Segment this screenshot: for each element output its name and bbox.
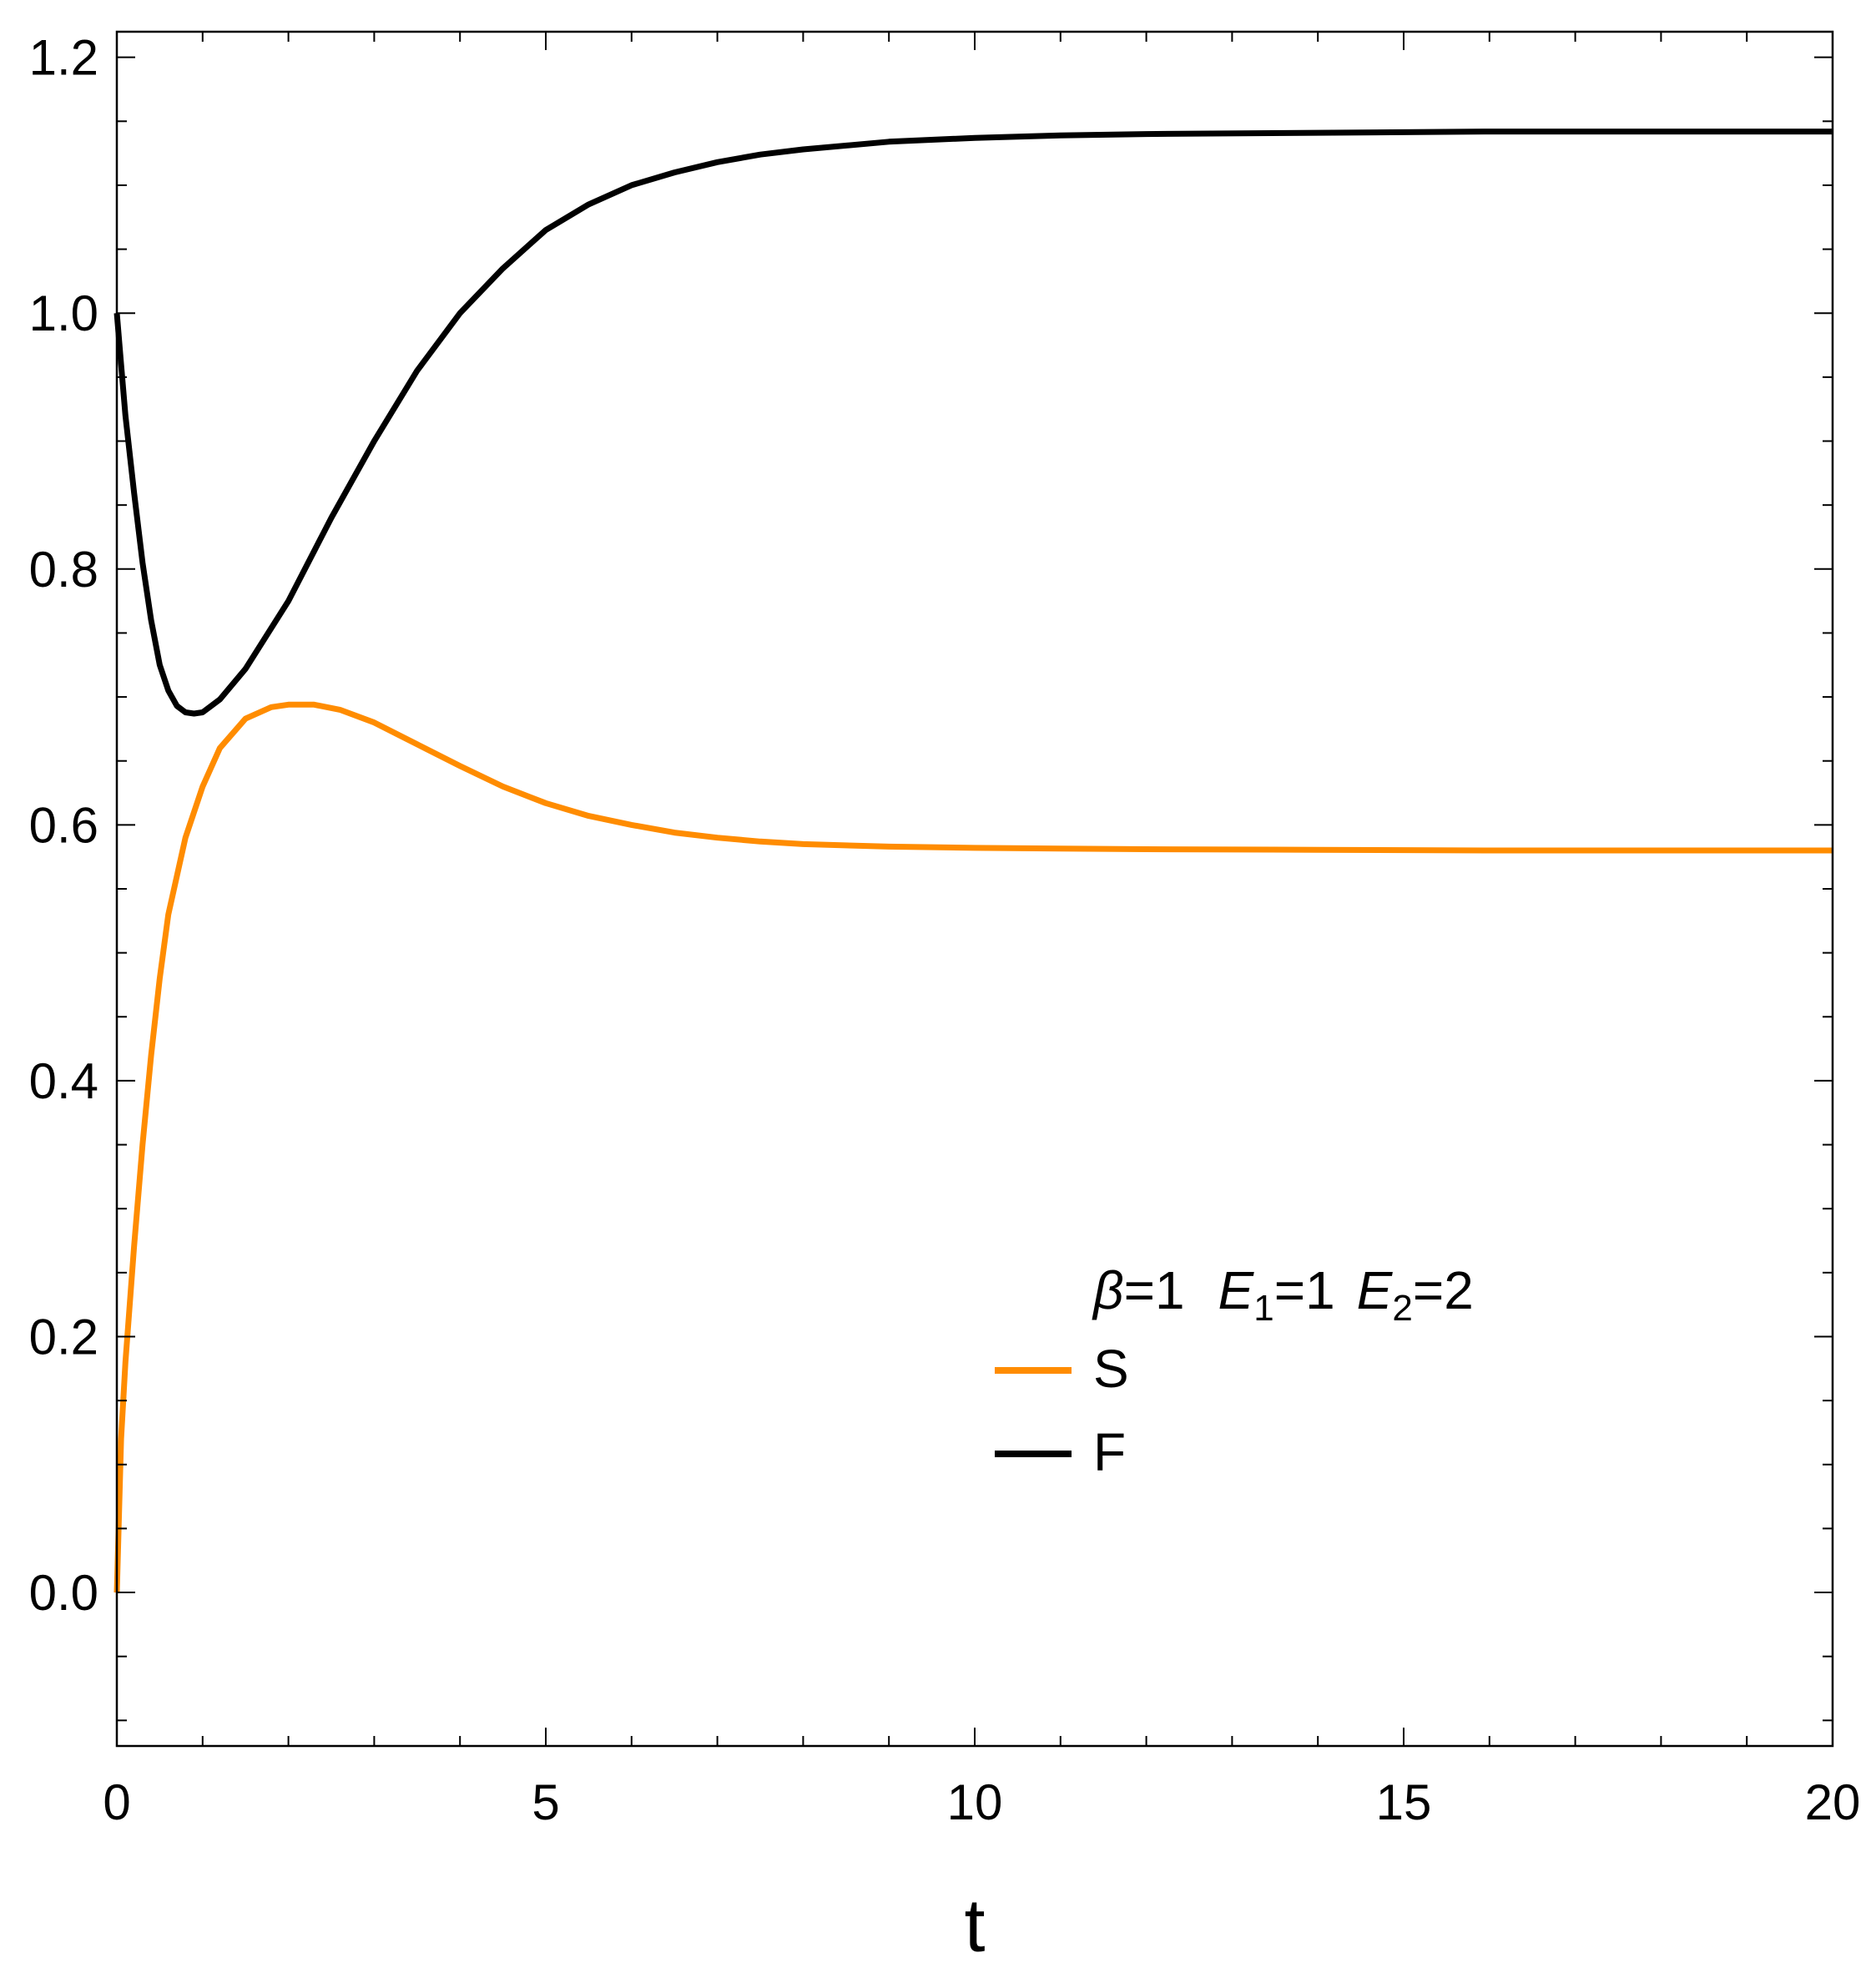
x-tick-label: 5 — [532, 1774, 559, 1830]
y-tick-label: 1.0 — [29, 285, 98, 341]
ticks-layer — [116, 32, 1833, 1746]
legend-title: β=1 E1=1 E2=2 — [1092, 1260, 1474, 1329]
legend-beta-symbol: β — [1092, 1260, 1124, 1320]
series-line-s — [113, 701, 1833, 1593]
y-tick-label: 1.2 — [29, 30, 98, 86]
legend-e2-symbol: E — [1357, 1260, 1394, 1320]
legend-e1-symbol: E — [1218, 1260, 1255, 1320]
legend-label-s: S — [1093, 1339, 1129, 1399]
legend-e1-subscript: 1 — [1253, 1288, 1273, 1329]
series-layer — [113, 129, 1833, 1593]
series-line-f — [113, 129, 1833, 717]
x-tick-label: 20 — [1805, 1774, 1861, 1830]
legend-e2-value: =2 — [1413, 1260, 1474, 1320]
x-tick-label: 0 — [103, 1774, 130, 1830]
legend: β=1 E1=1 E2=2 S F — [995, 1260, 1474, 1482]
legend-e2-subscript: 2 — [1392, 1288, 1412, 1329]
x-tick-label: 15 — [1376, 1774, 1432, 1830]
y-tick-label: 0.8 — [29, 542, 98, 598]
legend-label-f: F — [1093, 1422, 1126, 1482]
x-tick-label: 10 — [947, 1774, 1003, 1830]
y-tick-label: 0.6 — [29, 797, 98, 853]
y-tick-label: 0.2 — [29, 1309, 98, 1365]
y-tick-label: 0.0 — [29, 1565, 98, 1621]
x-axis-title: t — [964, 1885, 985, 1968]
y-tick-label: 0.4 — [29, 1053, 98, 1109]
legend-beta-value: =1 — [1124, 1260, 1185, 1320]
legend-e1-value: =1 — [1274, 1260, 1335, 1320]
tick-labels: 0 5 10 15 20 0.0 0.2 0.4 0.6 0.8 1.0 1.2 — [29, 30, 1861, 1830]
